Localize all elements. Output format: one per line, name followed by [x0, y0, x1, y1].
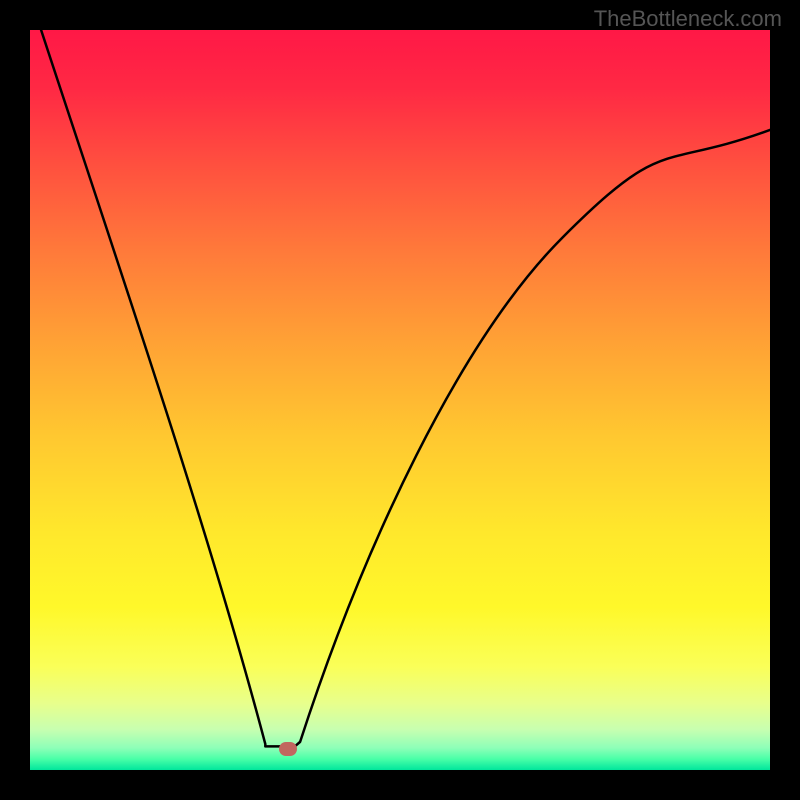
watermark-text: TheBottleneck.com — [594, 6, 782, 32]
chart-curve — [30, 30, 770, 770]
chart-plot-area — [30, 30, 770, 770]
chart-minimum-marker — [279, 742, 297, 756]
